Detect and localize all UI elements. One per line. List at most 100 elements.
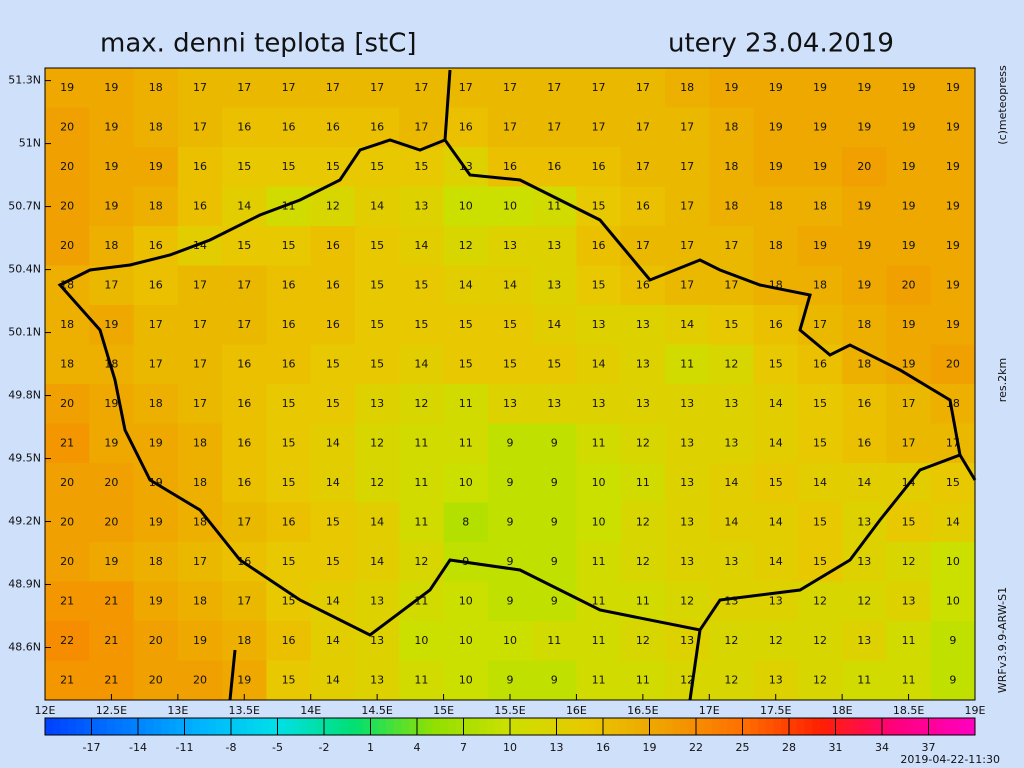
grid-cell xyxy=(399,265,445,306)
cell-value: 14 xyxy=(680,318,694,331)
colorbar-step xyxy=(68,718,77,735)
cell-value: 16 xyxy=(282,634,296,647)
grid-cell xyxy=(355,384,400,424)
cell-value: 14 xyxy=(547,318,561,331)
grid-cell xyxy=(487,423,533,464)
x-tick-label: 18E xyxy=(832,704,853,717)
cell-value: 16 xyxy=(459,120,473,133)
cell-value: 18 xyxy=(149,120,163,133)
grid-cell xyxy=(487,542,533,582)
grid-cell xyxy=(222,305,267,345)
colorbar-step xyxy=(618,718,627,735)
cell-value: 14 xyxy=(370,555,384,568)
cell-value: 13 xyxy=(592,318,606,331)
cell-value: 11 xyxy=(857,673,871,686)
grid-cell xyxy=(842,226,887,266)
colorbar-label: 16 xyxy=(596,741,610,754)
grid-cell xyxy=(842,265,887,306)
cell-value: 18 xyxy=(724,120,738,133)
colorbar-step xyxy=(719,718,728,735)
grid-cell xyxy=(355,226,400,266)
cell-value: 13 xyxy=(370,397,384,410)
colorbar-step xyxy=(913,718,922,735)
cell-value: 19 xyxy=(104,436,118,449)
cell-value: 19 xyxy=(946,160,960,173)
grid-cell xyxy=(355,463,400,503)
cell-value: 14 xyxy=(326,436,340,449)
cell-value: 12 xyxy=(813,673,827,686)
cell-value: 20 xyxy=(60,160,74,173)
grid-cell xyxy=(930,265,976,306)
grid-cell xyxy=(133,581,179,622)
cell-value: 18 xyxy=(857,357,871,370)
colorbar-step xyxy=(99,718,108,735)
grid-cell xyxy=(930,502,976,543)
cell-value: 13 xyxy=(414,199,428,212)
cell-value: 19 xyxy=(104,397,118,410)
grid-cell xyxy=(89,542,135,582)
cell-value: 16 xyxy=(370,120,384,133)
cell-value: 16 xyxy=(237,120,251,133)
cell-value: 19 xyxy=(724,81,738,94)
grid-cell xyxy=(266,463,312,503)
grid-cell xyxy=(355,542,400,582)
x-tick-label: 16.5E xyxy=(627,704,658,717)
grid-cell xyxy=(266,107,312,148)
colorbar-label: 31 xyxy=(829,741,843,754)
colorbar-step xyxy=(339,718,348,735)
grid-cell xyxy=(310,305,356,345)
cell-value: 13 xyxy=(636,397,650,410)
grid-cell xyxy=(620,384,666,424)
grid-cell xyxy=(222,147,267,187)
cell-value: 14 xyxy=(503,278,517,291)
grid-cell xyxy=(222,344,267,385)
cell-value: 9 xyxy=(507,436,514,449)
cell-value: 11 xyxy=(636,476,650,489)
grid-cell xyxy=(576,660,622,701)
colorbar-step xyxy=(215,718,224,735)
cell-value: 12 xyxy=(636,515,650,528)
grid-cell xyxy=(399,107,445,148)
cell-value: 20 xyxy=(104,515,118,528)
y-tick-label: 51N xyxy=(19,137,41,150)
grid-cell xyxy=(177,344,223,385)
colorbar-step xyxy=(107,718,116,735)
colorbar-step xyxy=(711,718,720,735)
grid-cell xyxy=(89,581,135,622)
cell-value: 18 xyxy=(769,199,783,212)
cell-value: 20 xyxy=(60,555,74,568)
colorbar-step xyxy=(378,718,387,735)
colorbar-step xyxy=(169,718,178,735)
colorbar-step xyxy=(393,718,402,735)
colorbar-step xyxy=(262,718,271,735)
grid-cell xyxy=(266,621,312,661)
cell-value: 15 xyxy=(370,160,384,173)
y-tick-label: 51.3N xyxy=(8,74,41,87)
grid-cell xyxy=(842,463,887,503)
cell-value: 16 xyxy=(769,318,783,331)
cell-value: 16 xyxy=(237,357,251,370)
grid-cell xyxy=(797,660,843,701)
cell-value: 17 xyxy=(193,318,207,331)
cell-value: 19 xyxy=(104,81,118,94)
colorbar-step xyxy=(603,718,612,735)
grid-cell xyxy=(532,621,577,661)
colorbar-step xyxy=(742,718,751,735)
cell-value: 9 xyxy=(551,476,558,489)
grid-cell xyxy=(399,581,445,622)
grid-cell xyxy=(797,186,843,227)
cell-value: 17 xyxy=(237,81,251,94)
grid-cell xyxy=(842,621,887,661)
cell-value: 16 xyxy=(282,515,296,528)
grid-cell xyxy=(487,384,533,424)
grid-cell xyxy=(842,147,887,187)
colorbar-step xyxy=(471,718,480,735)
grid-cell xyxy=(266,265,312,306)
y-tick-label: 49.2N xyxy=(8,515,41,528)
cell-value: 14 xyxy=(326,673,340,686)
grid-cell xyxy=(487,265,533,306)
y-tick-label: 50.7N xyxy=(8,200,41,213)
grid-cell xyxy=(532,147,577,187)
cell-value: 9 xyxy=(507,594,514,607)
colorbar-step xyxy=(680,718,689,735)
